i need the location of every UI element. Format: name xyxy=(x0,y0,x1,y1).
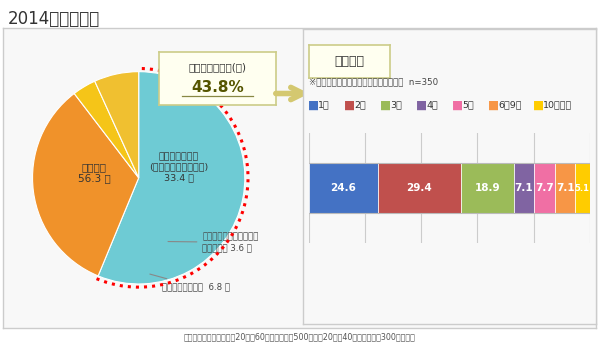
Text: ■: ■ xyxy=(533,99,544,112)
Text: 贈ったが、これから贈る
相手もいる 3.6 ％: 贈ったが、これから贈る 相手もいる 3.6 ％ xyxy=(168,233,259,252)
Text: 贈らない
56.3 ％: 贈らない 56.3 ％ xyxy=(78,162,110,183)
Wedge shape xyxy=(95,72,139,178)
Text: 5件: 5件 xyxy=(462,101,474,110)
Text: お歳暮を贈った
(すべて贈り終わった)
33.4 ％: お歳暮を贈った (すべて贈り終わった) 33.4 ％ xyxy=(149,152,209,182)
Text: 24.6: 24.6 xyxy=(331,183,356,193)
Text: これから贈る予定  6.8 ％: これから贈る予定 6.8 ％ xyxy=(150,274,230,291)
Text: 2014年のお歳暮: 2014年のお歳暮 xyxy=(8,10,100,28)
Text: 29.4: 29.4 xyxy=(406,183,432,193)
Wedge shape xyxy=(98,72,245,284)
Text: お歳暮を贈る人(計): お歳暮を贈る人(計) xyxy=(188,62,247,72)
Text: 43.8%: 43.8% xyxy=(191,80,244,95)
Text: 1件: 1件 xyxy=(318,101,330,110)
Text: 贈る件数: 贈る件数 xyxy=(335,55,365,68)
Bar xyxy=(575,163,590,213)
Text: 4件: 4件 xyxy=(426,101,438,110)
Text: ■: ■ xyxy=(452,99,463,112)
Bar xyxy=(309,163,378,213)
Bar xyxy=(461,163,514,213)
Bar xyxy=(514,163,533,213)
Text: ■: ■ xyxy=(344,99,355,112)
Text: 7.1: 7.1 xyxy=(556,183,575,193)
Text: 7.7: 7.7 xyxy=(535,183,554,193)
Text: ■: ■ xyxy=(416,99,427,112)
Wedge shape xyxy=(74,81,139,178)
Text: 10件以上: 10件以上 xyxy=(543,101,572,110)
Text: 7.1: 7.1 xyxy=(514,183,533,193)
Text: ■: ■ xyxy=(488,99,499,112)
Text: 5.1: 5.1 xyxy=(575,184,590,193)
Text: 2件: 2件 xyxy=(354,101,366,110)
Text: 18.9: 18.9 xyxy=(475,183,500,193)
Bar xyxy=(555,163,575,213)
Text: （マーシュ調べ）全国の20代～60代の既婚女性500人と、20代～40代の未婚女性300人の回答: （マーシュ調べ）全国の20代～60代の既婚女性500人と、20代～40代の未婚女… xyxy=(184,332,416,341)
Wedge shape xyxy=(32,93,139,276)
Text: 6～9件: 6～9件 xyxy=(498,101,521,110)
Bar xyxy=(378,163,461,213)
Text: ※お歳暮を贈った、または贈る予定の人  n=350: ※お歳暮を贈った、または贈る予定の人 n=350 xyxy=(309,78,438,87)
Text: ■: ■ xyxy=(380,99,391,112)
Bar xyxy=(533,163,555,213)
Text: ■: ■ xyxy=(308,99,319,112)
Text: 3件: 3件 xyxy=(390,101,402,110)
